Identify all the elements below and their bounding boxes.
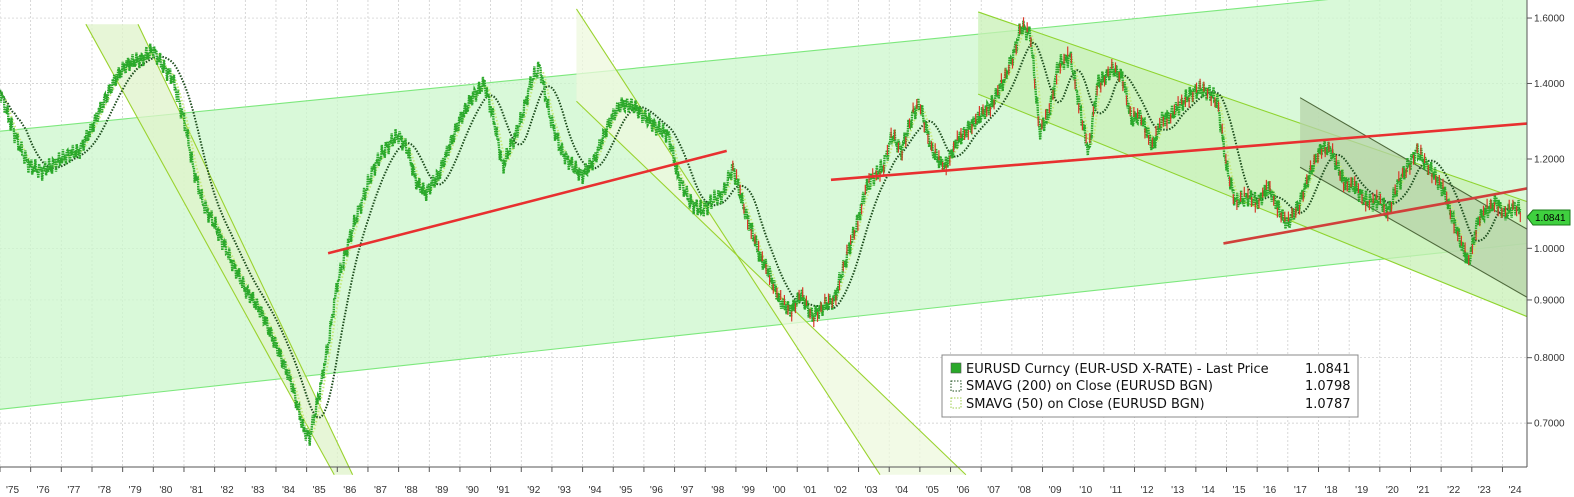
series-layer [0,17,1522,446]
x-tick-label: '01 [803,485,816,496]
x-tick-label: '88 [405,485,418,496]
x-tick-label: '18 [1324,485,1337,496]
trend-channel-edge [1299,166,1528,298]
legend-swatch-sma200 [950,380,962,392]
x-tick-label: '93 [558,485,571,496]
y-tick-label: 0.9000 [1534,295,1565,306]
red-trend-line [327,149,728,255]
x-tick-label: '06 [957,485,970,496]
x-tick-label: '09 [1049,485,1062,496]
x-tick-label: '82 [221,485,234,496]
x-tick-label: '21 [1416,485,1429,496]
legend-value-sma50: 1.0787 [1305,397,1351,412]
x-tick-label: '79 [129,485,142,496]
x-tick-label: '14 [1202,485,1215,496]
y-tick-label: 1.2000 [1534,154,1565,165]
x-tick-label: '08 [1018,485,1031,496]
legend-swatch-price [950,362,962,374]
x-tick-label: '16 [1263,485,1276,496]
x-tick-label: '98 [711,485,724,496]
x-tick-label: '85 [313,485,326,496]
x-tick-label: '92 [527,485,540,496]
x-tick-label: '19 [1355,485,1368,496]
x-tick-label: '86 [343,485,356,496]
x-tick-label: '10 [1079,485,1092,496]
x-tick-label: '99 [742,485,755,496]
last-price-tag-label: 1.0841 [1535,213,1566,224]
legend-label-price: EURUSD Curncy (EUR-USD X-RATE) - Last Pr… [966,362,1269,377]
x-tick-label: '22 [1447,485,1460,496]
x-tick-label: '24 [1508,485,1521,496]
x-tick-label: '12 [1141,485,1154,496]
legend-label-sma50: SMAVG (50) on Close (EURUSD BGN) [966,397,1205,412]
last-price-tag: 1.0841 [1526,209,1571,226]
legend-box: EURUSD Curncy (EUR-USD X-RATE) - Last Pr… [941,354,1359,418]
x-tick-label: '96 [650,485,663,496]
x-tick-label: '03 [865,485,878,496]
x-tick-label: '87 [374,485,387,496]
x-tick-label: '78 [98,485,111,496]
x-tick-label: '75 [6,485,19,496]
trend-channel-edge [575,8,881,476]
last-price-tag-shape [1526,209,1571,226]
y-tick-label: 0.7000 [1534,419,1565,430]
y-tick-label: 1.0000 [1534,244,1565,255]
x-tick-label: '23 [1478,485,1491,496]
legend-swatch-sma50 [950,397,962,409]
x-tick-label: '89 [435,485,448,496]
x-tick-label: '81 [190,485,203,496]
y-tick-label: 1.4000 [1534,79,1565,90]
legend-background [941,354,1359,418]
y-tick-label: 1.6000 [1534,14,1565,25]
trend-channel-edge [0,0,1329,132]
y-tick-label: 0.8000 [1534,353,1565,364]
x-tick-label: '15 [1233,485,1246,496]
price-series-line [0,20,1522,446]
x-tick-label: '07 [987,485,1000,496]
x-tick-label: '05 [926,485,939,496]
legend-value-sma200: 1.0798 [1305,379,1351,394]
trend-channel-edge [85,23,335,475]
x-tick-label: '94 [589,485,602,496]
red-trend-line [830,122,1528,182]
x-tick-label: '95 [619,485,632,496]
sma200-line [0,41,1522,419]
x-tick-label: '84 [282,485,295,496]
x-tick-label: '90 [466,485,479,496]
price-down-candles [732,17,1521,328]
red-trend-line [1223,187,1528,245]
trend-channel-edge [0,242,1528,410]
legend-label-sma200: SMAVG (200) on Close (EURUSD BGN) [966,379,1213,394]
x-tick-label: '11 [1110,485,1123,496]
x-tick-label: '20 [1386,485,1399,496]
x-tick-label: '83 [251,485,264,496]
legend-value-price: 1.0841 [1305,362,1351,377]
x-tick-label: '00 [773,485,786,496]
x-tick-label: '97 [681,485,694,496]
x-tick-label: '04 [895,485,908,496]
x-tick-label: '17 [1294,485,1307,496]
trend-channel-edge [977,93,1528,318]
x-tick-label: '76 [37,485,50,496]
x-tick-label: '80 [159,485,172,496]
x-tick-label: '77 [67,485,80,496]
x-tick-label: '13 [1171,485,1184,496]
trend-line-layer [327,122,1528,255]
x-tick-label: '91 [497,485,510,496]
trend-channel-edge [576,100,967,476]
x-tick-label: '02 [834,485,847,496]
